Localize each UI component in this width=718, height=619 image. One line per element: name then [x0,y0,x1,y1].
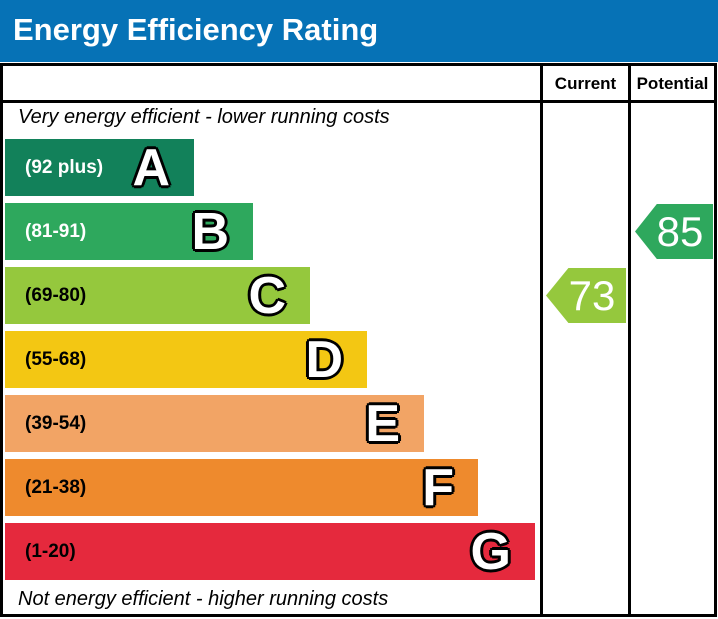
band-letter: G [470,522,511,581]
band-letter: F [422,458,454,517]
current-column-divider [540,66,543,614]
band-letter: B [191,202,229,261]
band-row-c: (69-80) C [5,267,310,324]
band-range-label: (21-38) [25,476,87,498]
title-bar: Energy Efficiency Rating [0,0,718,62]
bottom-note: Not energy efficient - higher running co… [18,588,389,610]
column-header-current: Current [554,74,617,93]
band-row-e: (39-54) E [5,395,424,452]
band-row-b: (81-91) B [5,203,253,260]
band-row-f: (21-38) F [5,459,478,516]
band-letter: A [132,138,170,197]
rating-table: Current Potential Very energy efficient … [0,63,717,617]
band-range-label: (39-54) [25,412,87,434]
band-range-label: (69-80) [25,284,87,306]
top-note: Very energy efficient - lower running co… [18,106,390,128]
band-row-d: (55-68) D [5,331,367,388]
band-row-a: (92 plus) A [5,139,194,196]
current-rating-value: 73 [568,271,616,319]
band-row-g: (1-20) G [5,523,535,580]
page-title: Energy Efficiency Rating [13,12,379,47]
band-range-label: (92 plus) [25,156,104,178]
potential-rating-arrow: 85 [635,204,713,259]
potential-rating-value: 85 [656,207,704,255]
band-range-label: (81-91) [25,220,87,242]
column-header-potential: Potential [636,74,709,93]
band-letter: D [305,330,343,389]
band-range-label: (1-20) [25,540,76,562]
band-letter: C [248,266,286,325]
band-range-label: (55-68) [25,348,87,370]
band-letter: E [365,394,400,453]
potential-column-divider [628,66,631,614]
header-divider-line [3,100,714,103]
current-rating-arrow: 73 [546,268,626,323]
